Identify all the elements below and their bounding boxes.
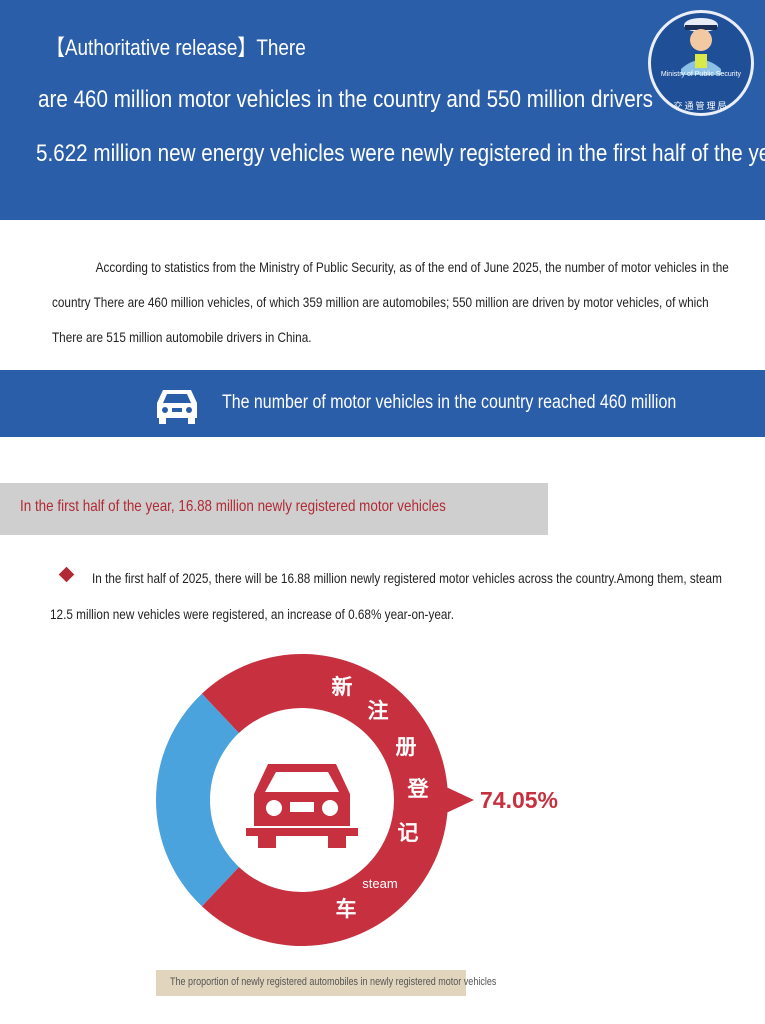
percent-label: 74.05% [480,787,558,813]
headline-line-1: 【Authoritative release】There [46,35,306,60]
headline-line-2: are 460 million motor vehicles in the co… [38,86,653,113]
header-banner: 【Authoritative release】There are 460 mil… [0,0,765,220]
car-icon [157,390,197,424]
traffic-police-badge: Ministry of Public Security 交通管理局 [648,10,754,116]
badge-organization: Ministry of Public Security [660,71,742,78]
donut-slice-0 [201,654,448,946]
badge-title: 交通管理局 [673,102,729,112]
center-car-icon [246,764,358,848]
chart-caption-box: The proportion of newly registered autom… [156,970,496,996]
ring-label-char: 登 [407,777,430,801]
intro-line-2: country There are 460 million vehicles, … [52,294,709,310]
intro-line-3: There are 515 million automobile drivers… [52,329,312,345]
value-pointer [444,786,474,814]
headline-line-3: 5.622 million new energy vehicles were n… [36,140,765,167]
intro-line-1: According to statistics from the Ministr… [95,259,729,275]
ring-label-char: 册 [396,735,417,759]
ring-label-char: 新 [332,675,353,699]
section-bar: The number of motor vehicles in the coun… [0,370,765,437]
detail-line-1: In the first half of 2025, there will be… [92,570,722,586]
intro-paragraph: According to statistics from the Ministr… [52,250,729,355]
detail-paragraph: In the first half of 2025, there will be… [50,560,722,632]
subheading-band: In the first half of the year, 16.88 mil… [0,483,548,535]
chart-caption: The proportion of newly registered autom… [170,976,497,988]
subheading-text: In the first half of the year, 16.88 mil… [20,498,446,515]
ring-small-label: steam [362,876,397,891]
police-officer-icon [681,18,721,75]
ring-label-char: 车 [336,897,357,921]
detail-line-2: 12.5 million new vehicles were registere… [50,606,454,622]
donut-slice-1 [156,693,239,907]
section-bar-title: The number of motor vehicles in the coun… [222,392,677,413]
ring-label-char: 记 [398,821,419,845]
ring-label-char: 注 [368,699,389,723]
